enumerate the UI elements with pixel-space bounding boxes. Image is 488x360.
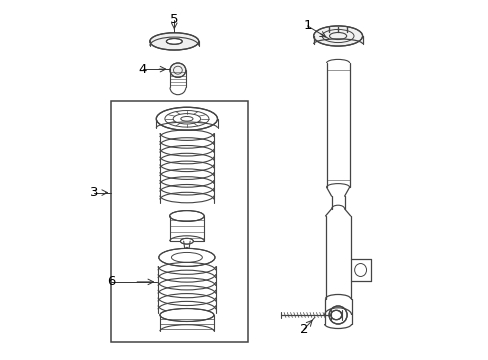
Ellipse shape <box>166 39 182 44</box>
Text: 6: 6 <box>107 275 115 288</box>
Text: 2: 2 <box>299 323 307 336</box>
Ellipse shape <box>180 238 193 244</box>
Ellipse shape <box>313 26 362 46</box>
Ellipse shape <box>160 309 213 321</box>
Ellipse shape <box>330 310 341 320</box>
Ellipse shape <box>328 306 346 324</box>
Text: 3: 3 <box>90 186 98 199</box>
Ellipse shape <box>149 33 199 50</box>
Text: 4: 4 <box>139 63 147 76</box>
Bar <box>111 101 247 342</box>
Ellipse shape <box>159 248 215 266</box>
Ellipse shape <box>170 63 185 77</box>
Text: 1: 1 <box>303 19 311 32</box>
Text: 5: 5 <box>170 13 178 26</box>
Ellipse shape <box>169 211 204 221</box>
Ellipse shape <box>156 107 217 130</box>
